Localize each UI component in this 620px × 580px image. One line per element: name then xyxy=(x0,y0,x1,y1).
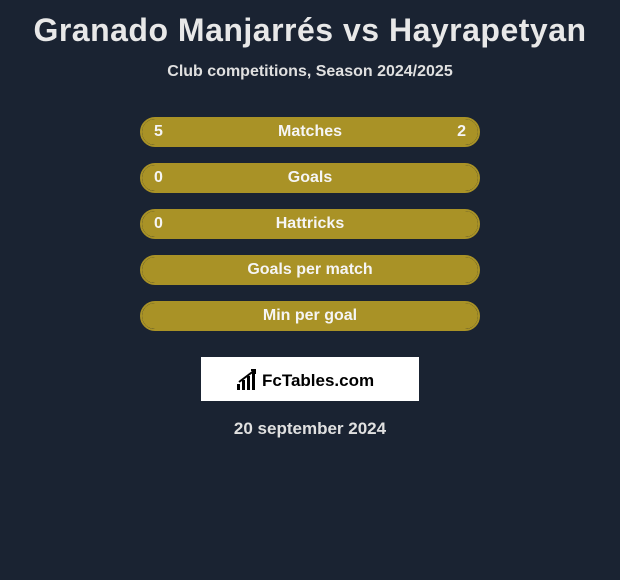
stat-row: 0 Hattricks xyxy=(140,209,480,239)
stat-bar: Min per goal xyxy=(140,301,480,331)
stat-row: 0 Goals xyxy=(140,163,480,193)
stat-value-right: 2 xyxy=(457,123,466,141)
stat-bar: Goals per match xyxy=(140,255,480,285)
date-text: 20 september 2024 xyxy=(234,419,386,439)
stat-row: Min per goal xyxy=(140,301,480,331)
stat-label: Goals xyxy=(288,169,332,187)
bar-fill-left xyxy=(142,119,381,145)
brand-text: FcTables.com xyxy=(262,371,374,390)
stat-label: Hattricks xyxy=(276,215,344,233)
fctables-logo: FcTables.com xyxy=(235,366,385,392)
stat-bar: 5 2 Matches xyxy=(140,117,480,147)
stat-row: 5 2 Matches xyxy=(140,117,480,147)
subtitle: Club competitions, Season 2024/2025 xyxy=(167,63,452,81)
brand-box[interactable]: FcTables.com xyxy=(201,357,419,401)
comparison-widget: Granado Manjarrés vs Hayrapetyan Club co… xyxy=(0,0,620,449)
page-title: Granado Manjarrés vs Hayrapetyan xyxy=(33,12,586,49)
stat-value-left: 0 xyxy=(154,169,163,187)
stat-value-left: 0 xyxy=(154,215,163,233)
stat-label: Matches xyxy=(278,123,342,141)
stat-bar: 0 Hattricks xyxy=(140,209,480,239)
stat-label: Goals per match xyxy=(247,261,372,279)
stat-rows: 5 2 Matches 0 Goals 0 Hattricks Goals per match… xyxy=(140,117,480,347)
stat-value-left: 5 xyxy=(154,123,163,141)
stat-bar: 0 Goals xyxy=(140,163,480,193)
stat-row: Goals per match xyxy=(140,255,480,285)
stat-label: Min per goal xyxy=(263,307,357,325)
